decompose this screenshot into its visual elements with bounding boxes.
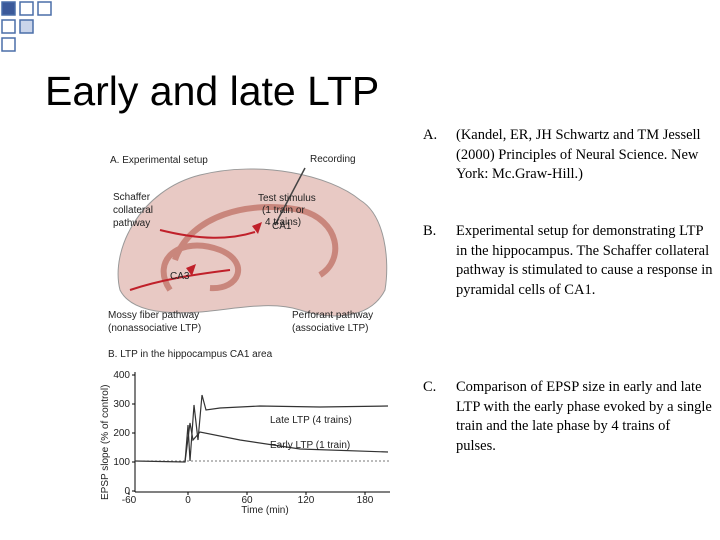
slide-title: Early and late LTP — [45, 68, 380, 114]
x-tick-label: 60 — [241, 495, 253, 506]
corner-decoration — [1, 1, 52, 52]
item-text: Experimental setup for demonstrating LTP… — [456, 223, 713, 298]
item-text: Comparison of EPSP size in early and lat… — [456, 379, 712, 454]
figure-label: Early LTP (1 train) — [270, 440, 350, 451]
y-tick-label: 300 — [113, 399, 130, 410]
item-letter: C. — [423, 379, 437, 395]
figure-label: (1 train or — [262, 205, 305, 216]
figure-label: Schaffer — [113, 192, 151, 203]
x-tick-label: 180 — [357, 495, 374, 506]
figure-label: (nonassociative LTP) — [108, 323, 201, 334]
graph — [134, 372, 390, 493]
item: B. Experimental setup for demonstrating L… — [423, 222, 713, 300]
figure-label: CA1 — [272, 221, 292, 232]
figure-label: Recording — [310, 154, 356, 165]
figure-label: Perforant pathway — [292, 310, 373, 321]
x-tick-label: -60 — [122, 495, 137, 506]
item: A. (Kandel, ER, JH Schwartz and TM Jessel… — [423, 126, 713, 185]
figure-label: A. Experimental setup — [110, 155, 208, 166]
figure-label: (associative LTP) — [292, 323, 369, 334]
figure-label: Late LTP (4 trains) — [270, 415, 352, 426]
y-tick-label: 0 — [124, 486, 130, 497]
item: C. Comparison of EPSP size in early and l… — [423, 378, 713, 456]
item-text: (Kandel, ER, JH Schwartz and TM Jessell … — [456, 127, 701, 182]
hippocampus-drawing — [117, 167, 388, 317]
y-tick-label: 100 — [113, 457, 130, 468]
x-tick-label: 120 — [298, 495, 315, 506]
y-tick-label: 200 — [113, 428, 130, 439]
figure-label: Test stimulus — [258, 193, 316, 204]
figure-label: Mossy fiber pathway — [108, 310, 199, 321]
figure-label: B. LTP in the hippocampus CA1 area — [108, 349, 273, 360]
item-letter: B. — [423, 223, 437, 239]
y-tick-label: 400 — [113, 370, 130, 381]
x-tick-label: 0 — [185, 495, 191, 506]
item-letter: A. — [423, 127, 438, 143]
figure-label: collateral — [113, 205, 153, 216]
figure-label: 4 trains) — [265, 217, 301, 228]
figure-label: pathway — [113, 218, 150, 229]
x-axis-label: Time (min) — [241, 505, 288, 516]
y-axis-label: EPSP slope (% of control) — [100, 385, 111, 500]
figure-label: CA3 — [170, 271, 190, 282]
